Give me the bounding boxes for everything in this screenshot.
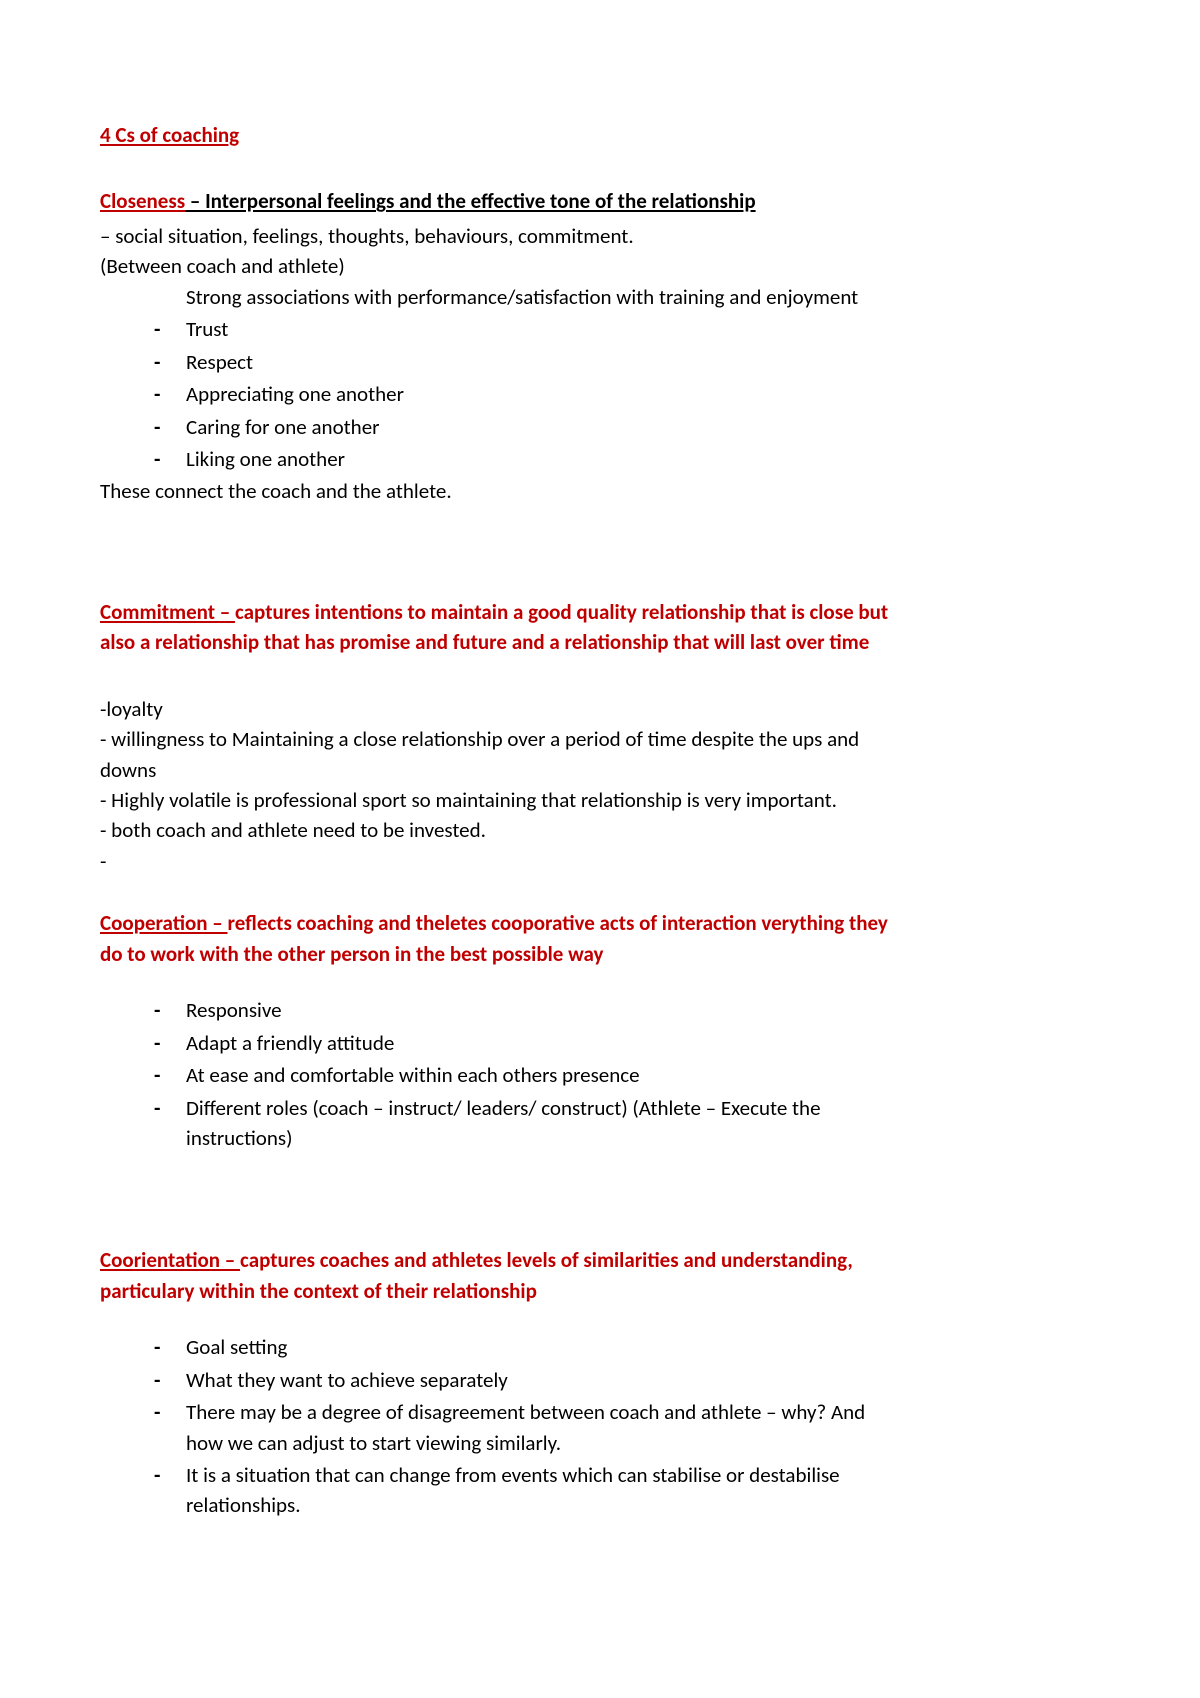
text-line: - both coach and athlete need to be inve… (100, 815, 900, 845)
text-line: - Highly volatile is professional sport … (100, 785, 900, 815)
list-item: Responsive (154, 995, 900, 1025)
list-item: It is a situation that can change from e… (154, 1460, 900, 1521)
commitment-heading: Commitment – captures intentions to main… (100, 597, 900, 658)
list-item: Goal setting (154, 1332, 900, 1362)
commitment-lines: -loyalty - willingness to Maintaining a … (100, 694, 900, 877)
main-title: 4 Cs of coaching (100, 120, 900, 150)
closeness-rest: – Interpersonal feelings and the effecti… (185, 188, 756, 214)
list-item: There may be a degree of disagreement be… (154, 1397, 900, 1458)
text-line: -loyalty (100, 694, 900, 724)
commitment-name: Commitment – (100, 599, 235, 625)
list-item: Caring for one another (154, 412, 900, 442)
cooperation-bullets: Responsive Adapt a friendly attitude At … (100, 995, 900, 1153)
cooperation-heading: Cooperation – reflects coaching and thel… (100, 908, 900, 969)
closeness-line3: Strong associations with performance/sat… (100, 282, 900, 312)
list-item: Different roles (coach – instruct/ leade… (154, 1093, 900, 1154)
text-line: - willingness to Maintaining a close rel… (100, 724, 900, 785)
list-item: Adapt a friendly attitude (154, 1028, 900, 1058)
title-text: 4 Cs of coaching (100, 122, 239, 148)
closeness-name: Closeness (100, 188, 185, 214)
list-item: At ease and comfortable within each othe… (154, 1060, 900, 1090)
document-page: 4 Cs of coaching Closeness – Interperson… (0, 0, 1000, 1623)
cooperation-name: Cooperation – (100, 910, 228, 936)
closeness-bullets: Trust Respect Appreciating one another C… (100, 314, 900, 474)
list-item: Trust (154, 314, 900, 344)
list-item: Respect (154, 347, 900, 377)
list-item: Liking one another (154, 444, 900, 474)
closeness-line1: – social situation, feelings, thoughts, … (100, 221, 900, 251)
list-item: What they want to achieve separately (154, 1365, 900, 1395)
coorientation-heading: Coorientation – captures coaches and ath… (100, 1245, 900, 1306)
text-line: - (100, 846, 900, 876)
coorientation-name: Coorientation – (100, 1247, 240, 1273)
list-item: Appreciating one another (154, 379, 900, 409)
coorientation-bullets: Goal setting What they want to achieve s… (100, 1332, 900, 1521)
closeness-line2: (Between coach and athlete) (100, 251, 900, 281)
closeness-footer: These connect the coach and the athlete. (100, 476, 900, 506)
closeness-heading: Closeness – Interpersonal feelings and t… (100, 186, 900, 216)
